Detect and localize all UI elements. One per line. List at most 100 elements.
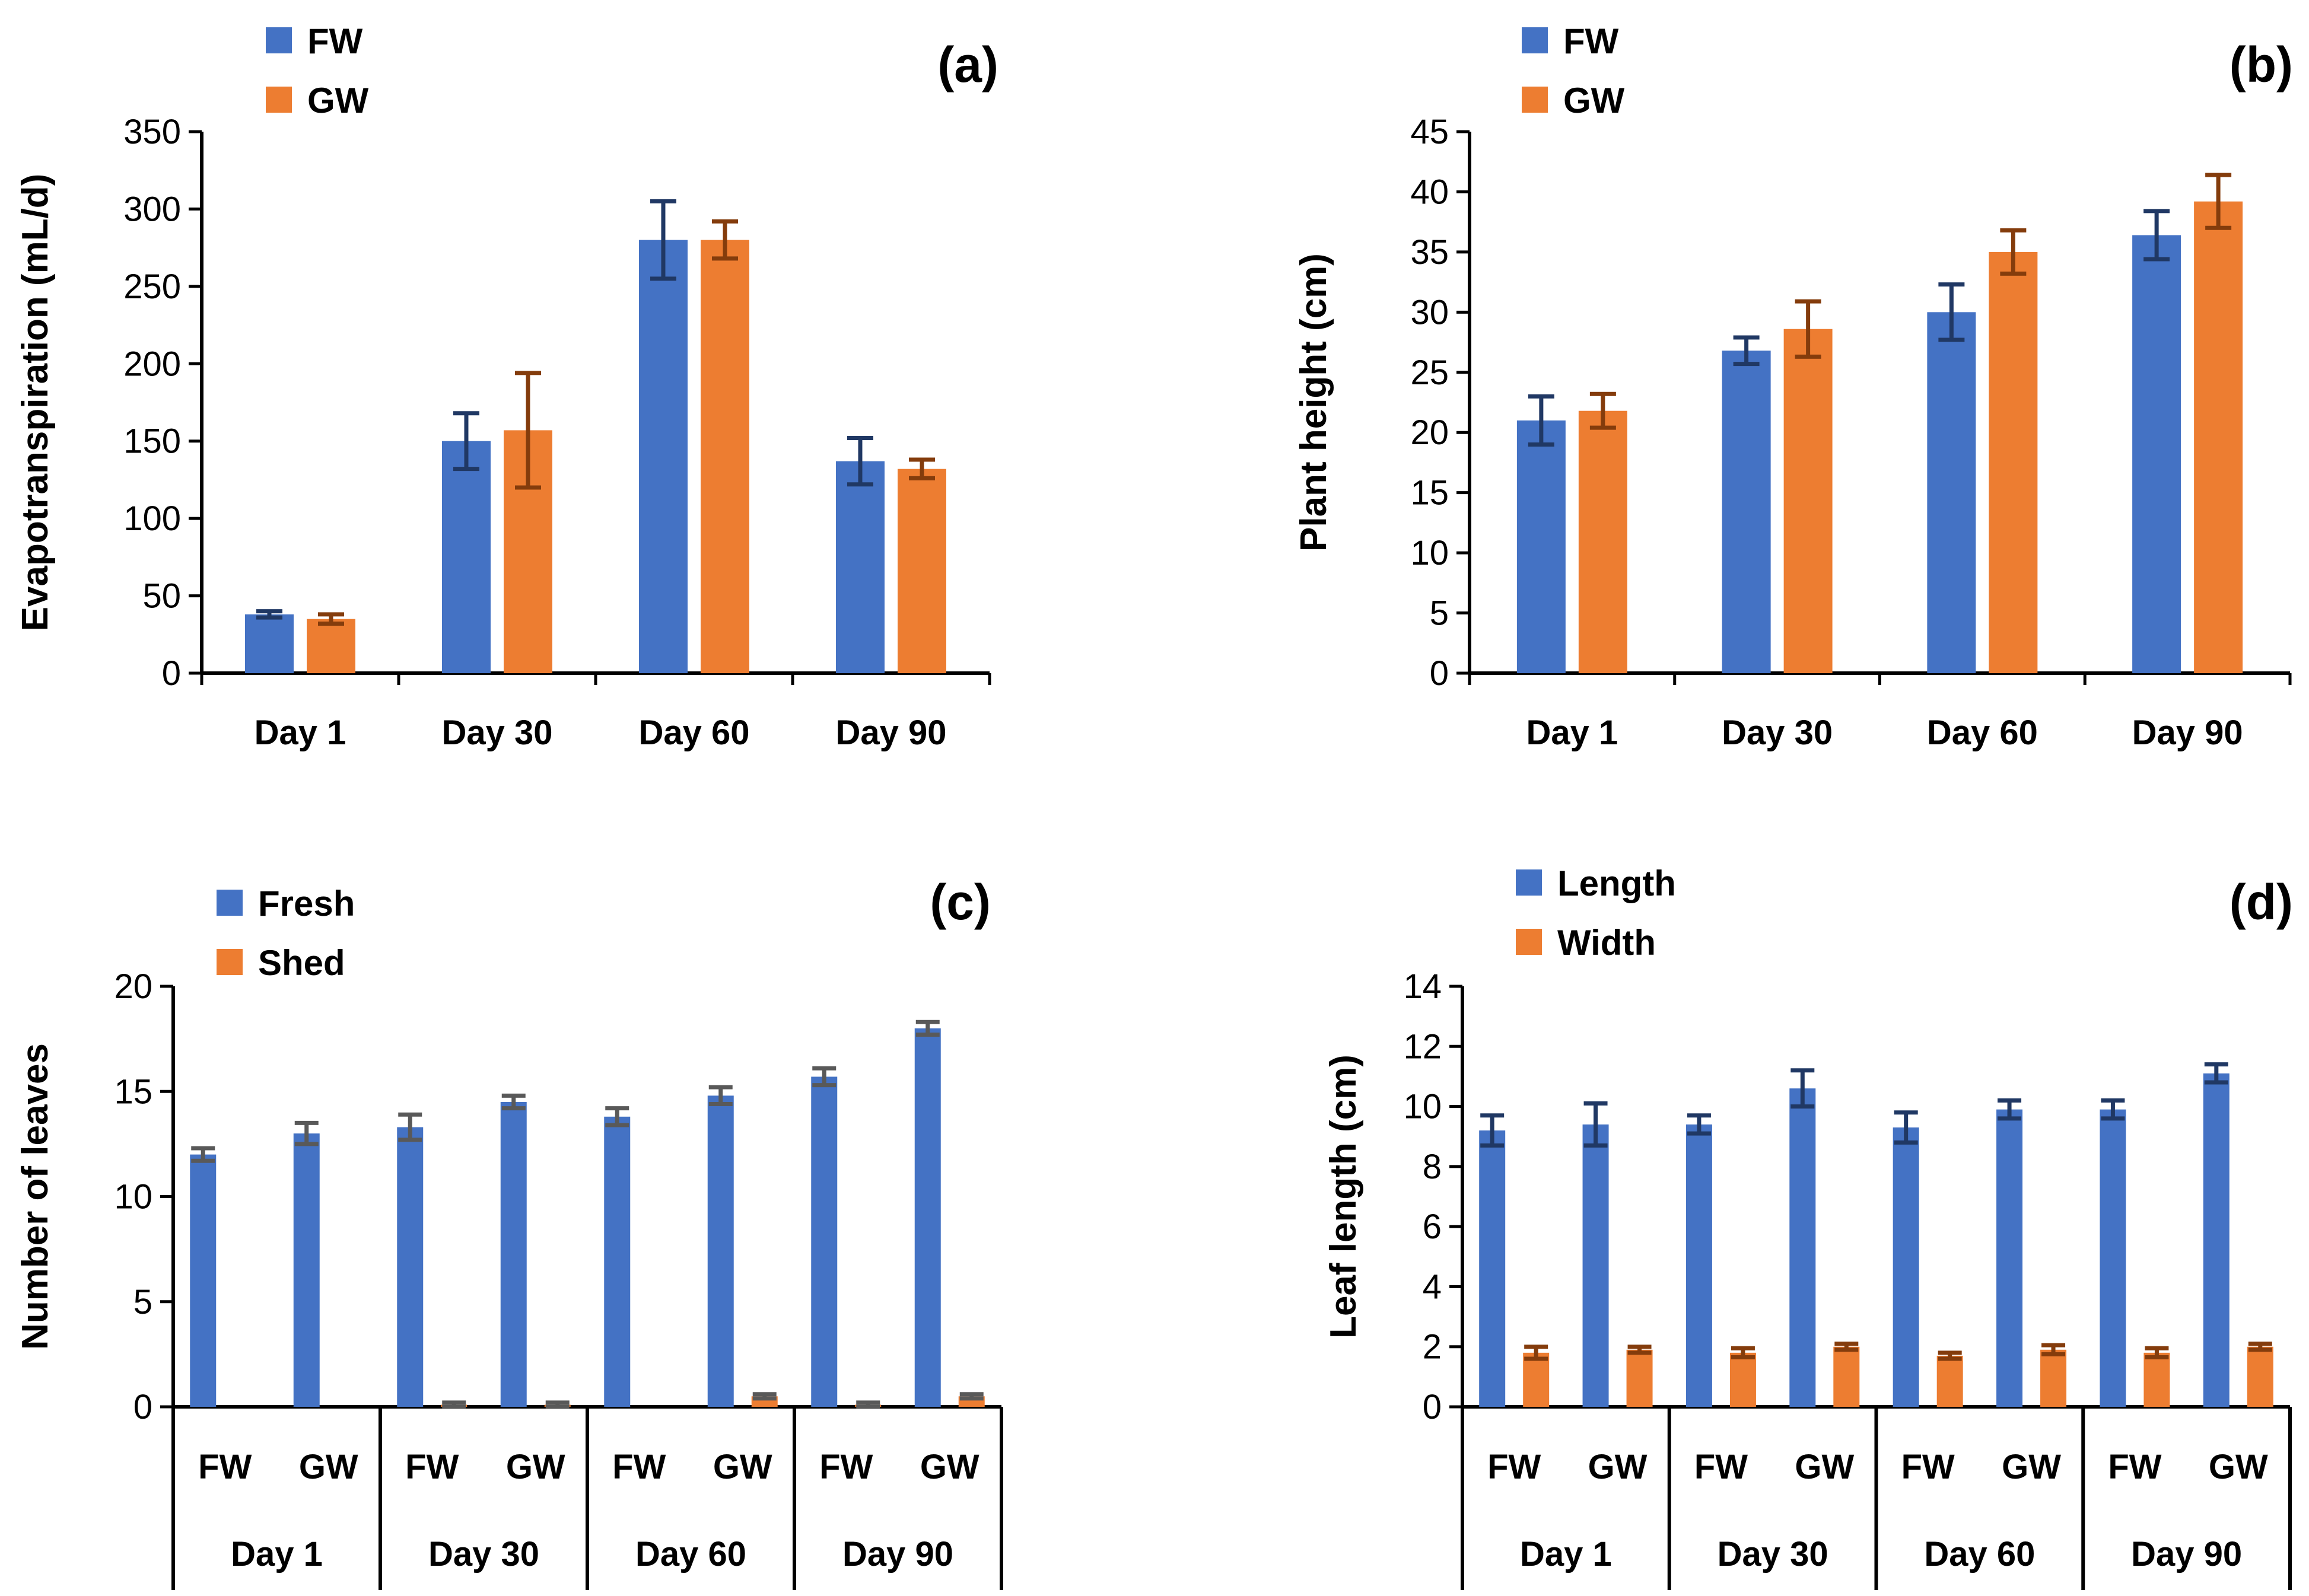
x-subcategory-label: FW — [612, 1448, 666, 1486]
x-subcategory-label: FW — [819, 1448, 873, 1486]
y-tick-label: 0 — [162, 654, 181, 693]
x-group-label: Day 30 — [428, 1535, 539, 1573]
y-tick-label: 4 — [1423, 1267, 1442, 1306]
bar-fresh — [604, 1116, 631, 1407]
legend-label-fw: FW — [1563, 21, 1619, 61]
chart-panel-3: Fresh Shed (c) 0 5 10 15 20 Number of leaves FW GW… — [15, 874, 1003, 1590]
x-subcategory-label: GW — [713, 1448, 772, 1486]
y-tick-label: 8 — [1423, 1148, 1442, 1186]
x-group-label: Day 60 — [1924, 1535, 2035, 1573]
y-tick-label: 150 — [123, 422, 181, 461]
x-category-label: Day 1 — [1526, 713, 1618, 752]
legend-swatch-length — [1516, 869, 1542, 896]
x-group-label: Day 60 — [635, 1535, 746, 1573]
legend-label-fw: FW — [307, 21, 363, 61]
bar-fw — [639, 240, 688, 674]
y-tick-label: 0 — [133, 1388, 152, 1426]
bar-fw — [2132, 235, 2181, 673]
x-category-label: Day 1 — [255, 713, 346, 752]
y-tick-label: 5 — [133, 1283, 152, 1321]
bar-width — [2143, 1352, 2170, 1407]
y-tick-label: 15 — [114, 1072, 152, 1111]
x-subcategory-label: FW — [405, 1448, 459, 1486]
chart-panel-4: Length Width (d) 0 2 4 6 8 10 12 14 Leaf length (cm… — [1323, 864, 2293, 1590]
bar-fw — [245, 614, 294, 673]
x-category-label: Day 60 — [1927, 713, 2038, 752]
x-group-label: Day 90 — [842, 1535, 953, 1573]
y-tick-label: 0 — [1423, 1388, 1442, 1426]
y-tick-label: 50 — [142, 577, 181, 616]
legend-label-length: Length — [1557, 864, 1676, 903]
legend-swatch-fw — [1522, 27, 1548, 53]
bar-length — [1893, 1127, 1919, 1407]
x-group-label: Day 1 — [1520, 1535, 1612, 1573]
y-tick-label: 40 — [1410, 173, 1449, 211]
bar-width — [1626, 1349, 1653, 1407]
y-tick-label: 14 — [1403, 967, 1442, 1006]
bar-fw — [1722, 351, 1771, 673]
chart-panel-2: FW GW (b) 0 5 10 15 20 25 30 35 40 45 Plant height (c… — [1293, 21, 2293, 752]
x-subcategory-label: FW — [1694, 1448, 1748, 1486]
x-subcategory-label: FW — [1901, 1448, 1955, 1486]
y-tick-label: 300 — [123, 190, 181, 228]
bar-gw — [898, 469, 946, 673]
bar-width — [1936, 1355, 1963, 1407]
legend-swatch-shed — [217, 949, 243, 975]
legend-label-gw: GW — [1563, 81, 1625, 120]
x-subcategory-label: GW — [2209, 1448, 2268, 1486]
x-category-label: Day 60 — [638, 713, 749, 752]
legend-label-width: Width — [1557, 923, 1656, 963]
bar-length — [1685, 1124, 1712, 1407]
x-subcategory-label: GW — [920, 1448, 979, 1486]
y-tick-label: 5 — [1430, 594, 1449, 633]
legend-swatch-gw — [1522, 87, 1548, 113]
bar-fresh — [811, 1076, 838, 1407]
bar-fresh — [397, 1127, 424, 1407]
bar-fw — [442, 441, 491, 673]
bar-length — [2100, 1109, 2126, 1407]
panel-label: (b) — [2230, 37, 2293, 93]
y-tick-label: 15 — [1410, 474, 1449, 512]
x-subcategory-label: FW — [198, 1448, 252, 1486]
bar-width — [2247, 1346, 2273, 1407]
panel-label: (c) — [930, 874, 991, 930]
bar-gw — [701, 240, 749, 674]
y-axis-title: Plant height (cm) — [1293, 253, 1334, 552]
y-tick-label: 12 — [1403, 1027, 1442, 1066]
bar-gw — [307, 619, 355, 673]
bar-width — [2040, 1349, 2067, 1407]
panel-label: (d) — [2230, 874, 2293, 930]
x-category-label: Day 90 — [835, 713, 946, 752]
y-axis-title: Evapotranspiration (mL/d) — [15, 174, 56, 632]
y-tick-label: 20 — [114, 967, 152, 1006]
bar-width — [1523, 1352, 1550, 1407]
bar-fresh — [914, 1028, 941, 1407]
bar-gw — [1783, 329, 1833, 673]
x-subcategory-label: GW — [2002, 1448, 2061, 1486]
y-tick-label: 30 — [1410, 293, 1449, 332]
bar-length — [1479, 1130, 1506, 1407]
x-subcategory-label: GW — [506, 1448, 565, 1486]
x-subcategory-label: FW — [1487, 1448, 1541, 1486]
y-axis-title: Leaf length (cm) — [1323, 1055, 1364, 1339]
y-axis-title: Number of leaves — [15, 1043, 56, 1350]
legend-swatch-gw — [266, 87, 292, 113]
bar-fresh — [293, 1133, 320, 1407]
bar-gw — [1578, 410, 1627, 673]
bar-length — [1582, 1124, 1609, 1407]
y-tick-label: 25 — [1410, 353, 1449, 392]
x-subcategory-label: GW — [299, 1448, 358, 1486]
y-tick-label: 35 — [1410, 233, 1449, 272]
x-subcategory-label: FW — [2108, 1448, 2161, 1486]
x-subcategory-label: GW — [1588, 1448, 1648, 1486]
x-category-label: Day 30 — [1722, 713, 1833, 752]
y-tick-label: 10 — [1410, 534, 1449, 572]
legend-swatch-fresh — [217, 890, 243, 916]
y-tick-label: 10 — [1403, 1088, 1442, 1126]
y-tick-label: 100 — [123, 499, 181, 538]
x-group-label: Day 30 — [1718, 1535, 1828, 1573]
bar-length — [1996, 1109, 2023, 1407]
x-category-label: Day 90 — [2132, 713, 2243, 752]
x-subcategory-label: GW — [1795, 1448, 1854, 1486]
